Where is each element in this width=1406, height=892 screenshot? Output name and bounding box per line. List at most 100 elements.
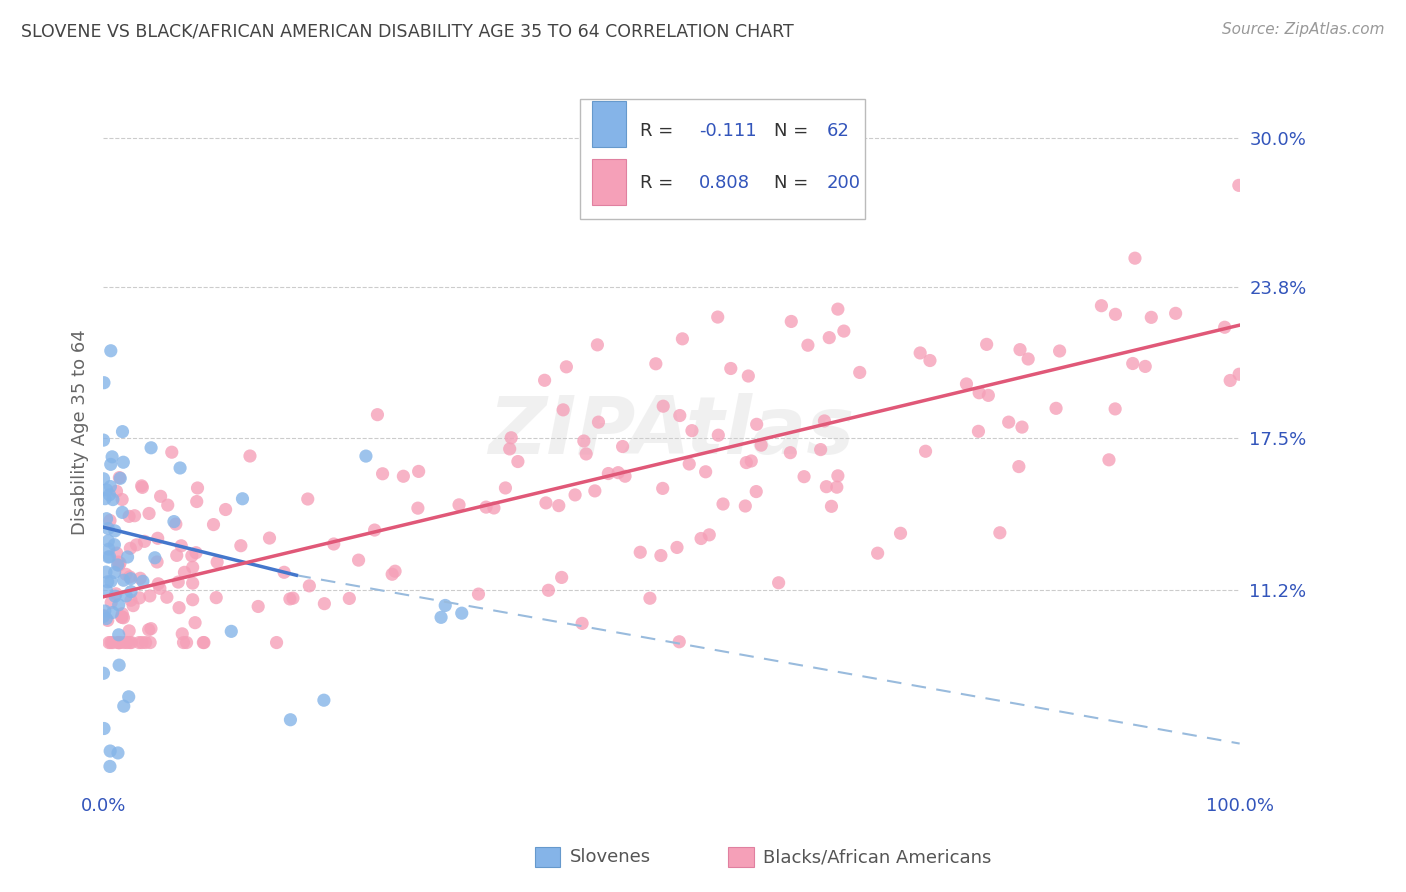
- Point: [115, 635, 138, 649]
- Point: [97, 522, 120, 536]
- Point: [408, 464, 430, 478]
- Point: [278, 591, 301, 606]
- Point: [139, 635, 162, 649]
- Point: [678, 457, 700, 471]
- Text: 62: 62: [827, 122, 851, 140]
- Point: [1164, 306, 1187, 320]
- Point: [314, 597, 336, 611]
- Point: [124, 508, 146, 523]
- Point: [797, 338, 820, 352]
- Point: [572, 434, 595, 448]
- Point: [93, 433, 115, 447]
- Point: [690, 532, 713, 546]
- Point: [281, 591, 304, 606]
- Point: [100, 635, 122, 649]
- Point: [97, 542, 120, 557]
- Point: [555, 359, 578, 374]
- Point: [134, 534, 156, 549]
- Point: [98, 759, 121, 773]
- Point: [638, 591, 661, 606]
- Point: [1045, 401, 1067, 416]
- Point: [97, 533, 120, 548]
- Point: [108, 658, 131, 673]
- Point: [105, 484, 128, 499]
- Point: [607, 466, 630, 480]
- Text: N =: N =: [773, 122, 814, 140]
- Point: [1104, 401, 1126, 416]
- Point: [247, 599, 270, 614]
- Point: [1135, 359, 1157, 374]
- Point: [100, 595, 122, 609]
- Point: [779, 445, 801, 459]
- Point: [366, 408, 388, 422]
- Point: [94, 565, 117, 579]
- Point: [575, 447, 598, 461]
- Point: [955, 376, 977, 391]
- Point: [172, 627, 194, 641]
- FancyBboxPatch shape: [581, 99, 865, 219]
- Point: [259, 531, 281, 545]
- Point: [231, 491, 253, 506]
- Point: [1008, 459, 1031, 474]
- Point: [737, 369, 759, 384]
- FancyBboxPatch shape: [592, 101, 626, 147]
- Point: [176, 635, 198, 649]
- Point: [707, 428, 730, 442]
- Point: [644, 357, 666, 371]
- Point: [706, 310, 728, 324]
- Point: [139, 589, 162, 603]
- Point: [97, 549, 120, 564]
- Point: [111, 609, 134, 624]
- Point: [1017, 351, 1039, 366]
- Point: [450, 606, 472, 620]
- Point: [132, 574, 155, 589]
- Point: [628, 545, 651, 559]
- Text: R =: R =: [640, 174, 679, 192]
- Point: [671, 332, 693, 346]
- Point: [430, 610, 453, 624]
- Point: [467, 587, 489, 601]
- Point: [107, 598, 129, 612]
- Point: [494, 481, 516, 495]
- Point: [214, 502, 236, 516]
- Point: [322, 537, 344, 551]
- Point: [167, 575, 190, 590]
- Point: [131, 479, 153, 493]
- Point: [977, 388, 1000, 402]
- Point: [107, 555, 129, 569]
- Point: [668, 409, 690, 423]
- Point: [173, 635, 195, 649]
- Text: SLOVENE VS BLACK/AFRICAN AMERICAN DISABILITY AGE 35 TO 64 CORRELATION CHART: SLOVENE VS BLACK/AFRICAN AMERICAN DISABI…: [21, 22, 794, 40]
- Point: [131, 480, 153, 494]
- Point: [205, 555, 228, 569]
- Point: [138, 507, 160, 521]
- Point: [1098, 452, 1121, 467]
- Point: [120, 572, 142, 586]
- Point: [392, 469, 415, 483]
- Point: [810, 442, 832, 457]
- Point: [652, 399, 675, 413]
- Point: [354, 449, 377, 463]
- Point: [266, 635, 288, 649]
- Point: [239, 449, 262, 463]
- Point: [866, 546, 889, 560]
- Point: [793, 469, 815, 483]
- Point: [363, 523, 385, 537]
- Point: [107, 635, 129, 649]
- Y-axis label: Disability Age 35 to 64: Disability Age 35 to 64: [72, 329, 89, 535]
- Point: [98, 488, 121, 502]
- Point: [156, 498, 179, 512]
- Point: [506, 454, 529, 468]
- Point: [1227, 368, 1250, 382]
- FancyBboxPatch shape: [592, 159, 626, 205]
- Point: [186, 481, 208, 495]
- Point: [107, 628, 129, 642]
- Point: [827, 302, 849, 317]
- Point: [818, 331, 841, 345]
- Point: [848, 366, 870, 380]
- Point: [180, 549, 202, 563]
- Point: [138, 623, 160, 637]
- Point: [695, 465, 717, 479]
- Point: [93, 472, 115, 486]
- Point: [612, 440, 634, 454]
